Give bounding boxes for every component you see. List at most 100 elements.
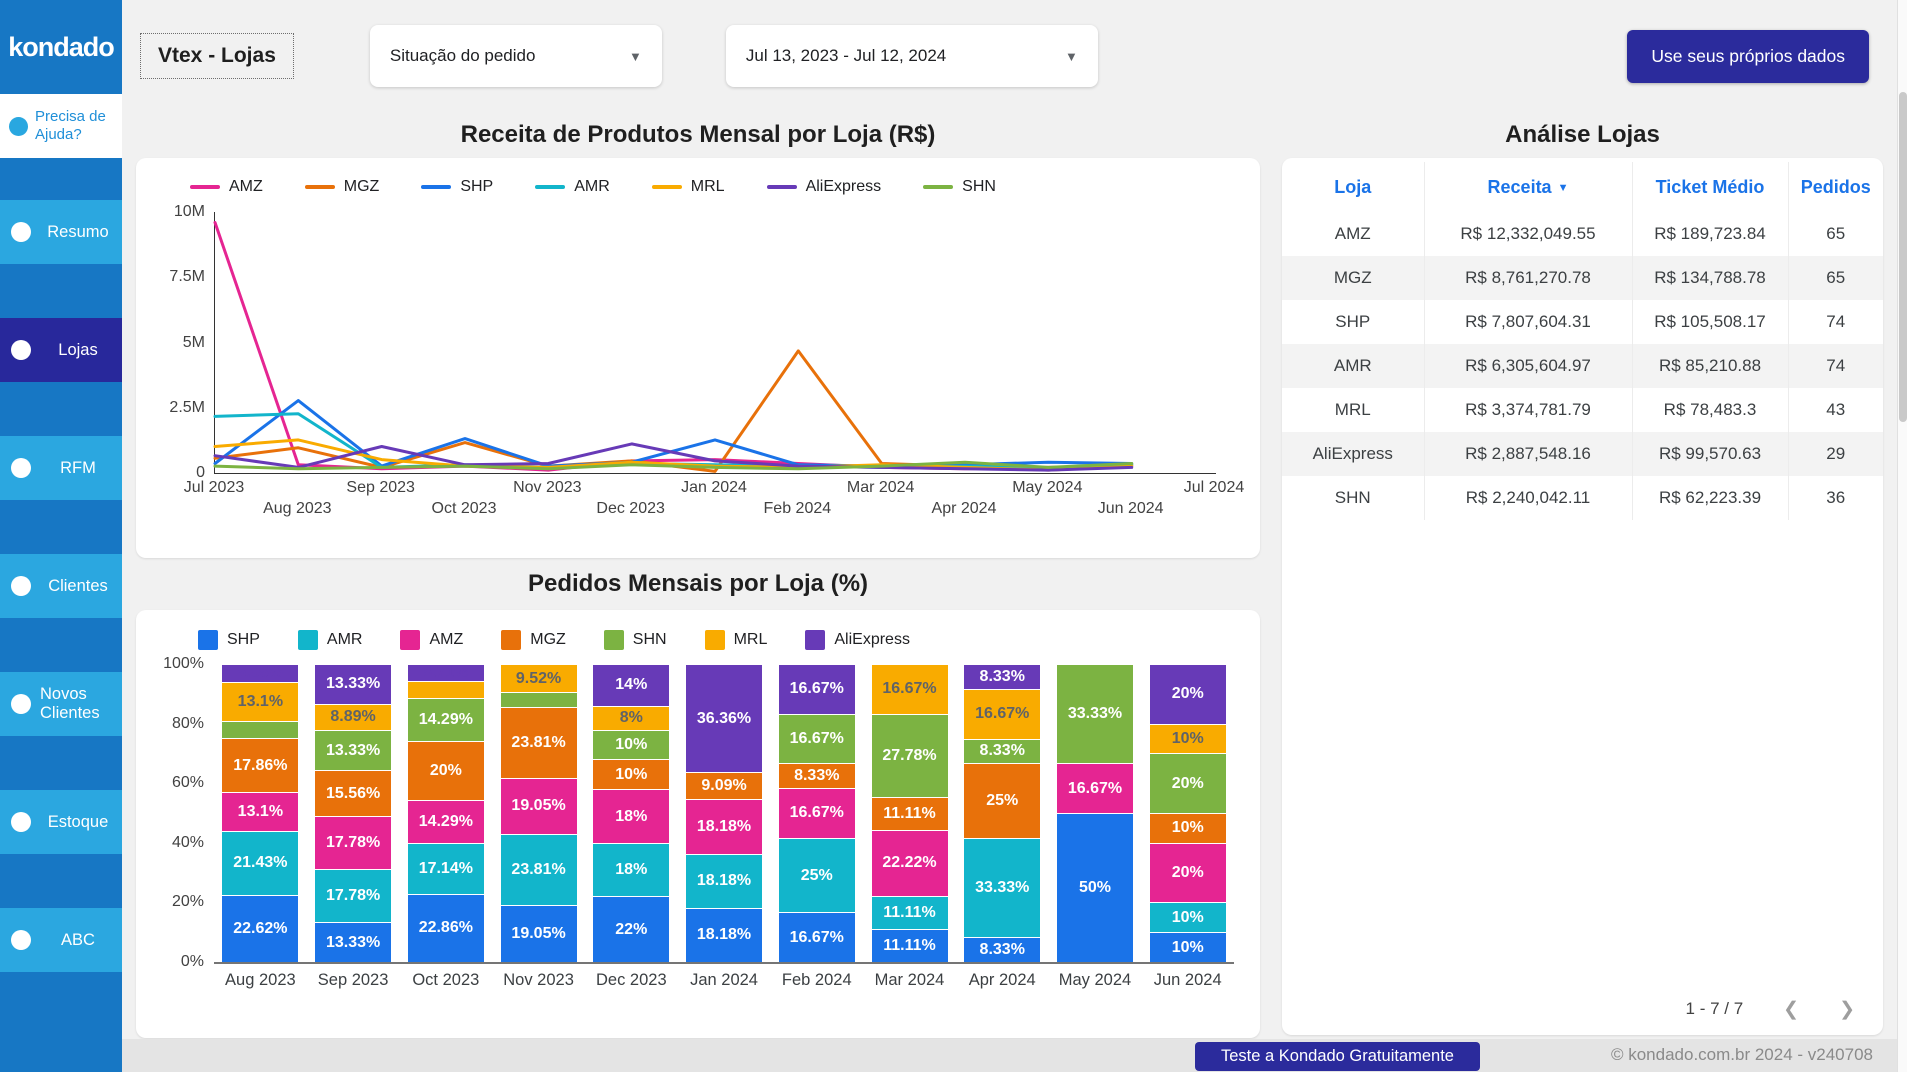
- sidebar-item-abc[interactable]: ABC: [0, 908, 122, 972]
- bar-segment-shp: 22.62%: [222, 894, 299, 962]
- help-link[interactable]: Precisa de Ajuda?: [0, 94, 122, 158]
- legend-swatch-icon: [190, 185, 220, 189]
- table-cell: R$ 3,374,781.79: [1424, 388, 1633, 432]
- stacked-bar[interactable]: 8.33% 33.33% 25% 8.33% 16.67% 8.33%: [964, 664, 1041, 962]
- bar-segment-value-label: 8%: [619, 709, 643, 727]
- legend-swatch-icon: [400, 630, 421, 650]
- y-axis-tick-label: 80%: [171, 714, 204, 732]
- page-scrollbar[interactable]: [1897, 0, 1907, 1072]
- bar-segment-shn: 20%: [1149, 753, 1226, 814]
- scrollbar-thumb[interactable]: [1899, 92, 1907, 422]
- bar-chart-title: Pedidos Mensais por Loja (%): [527, 570, 869, 597]
- date-range-filter-dropdown[interactable]: Jul 13, 2023 - Jul 12, 2024 ▼: [725, 25, 1098, 87]
- table-cell: R$ 105,508.17: [1632, 300, 1789, 344]
- bar-segment-value-label: 20%: [1171, 685, 1204, 703]
- bar-segment-aliexpress: 36.36%: [686, 664, 763, 773]
- table-row-shn: SHN R$ 2,240,042.11 R$ 62,223.39 36: [1282, 476, 1883, 520]
- legend-label: AMZ: [229, 178, 263, 195]
- bar-segment-value-label: 16.67%: [789, 680, 844, 698]
- stacked-bar[interactable]: 13.33% 17.78% 17.78% 15.56% 13.33% 8.89% 13.33…: [315, 664, 392, 962]
- try-kondado-button[interactable]: Teste a Kondado Gratuitamente: [1195, 1042, 1480, 1071]
- sidebar-item-label: Resumo: [47, 222, 109, 241]
- bar-segment-shp: 22.86%: [407, 893, 484, 962]
- stacked-bar[interactable]: 22% 18% 18% 10% 10% 8% 14%: [593, 664, 670, 962]
- legend-item-aliexpress: AliExpress: [805, 630, 910, 650]
- table-cell: R$ 7,807,604.31: [1424, 300, 1633, 344]
- bar-segment-amr: 25%: [778, 837, 855, 913]
- previous-page-icon[interactable]: ❮: [1783, 998, 1800, 1020]
- bar-segment-mgz: 15.56%: [315, 769, 392, 817]
- bar-segment-value-label: 22%: [615, 920, 648, 938]
- column-header-ticket-médio[interactable]: Ticket Médio: [1632, 162, 1789, 212]
- y-axis-tick-label: 5M: [182, 333, 205, 351]
- bar-segment-amr: 11.11%: [871, 895, 948, 929]
- bar-segment-shp: 11.11%: [871, 928, 948, 962]
- legend-item-shn: SHN: [603, 630, 667, 650]
- legend-swatch-icon: [198, 630, 218, 650]
- stacked-bar[interactable]: 19.05% 23.81% 19.05% 23.81% 4.76% 9.52%: [500, 664, 577, 962]
- line-chart-title: Receita de Produtos Mensal por Loja (R$): [460, 121, 936, 148]
- x-axis-tick-label: Dec 2023: [595, 970, 667, 989]
- bar-segment-value-label: 16.67%: [789, 804, 844, 822]
- legend-label: SHP: [460, 178, 494, 195]
- x-axis-tick-label: Sep 2023: [317, 970, 389, 989]
- table-cell: R$ 12,332,049.55: [1424, 212, 1633, 256]
- stacked-bar[interactable]: 18.18% 18.18% 18.18% 9.09% 36.36%: [686, 664, 763, 962]
- bar-segment-amz: 16.67%: [1056, 763, 1133, 813]
- bar-segment-value-label: 11.11%: [883, 804, 936, 822]
- chevron-down-icon: ▼: [629, 48, 642, 64]
- bar-segment-value-label: 25%: [986, 792, 1019, 810]
- x-axis-tick-label: Dec 2023: [596, 500, 665, 517]
- bar-segment-amr: 18%: [593, 842, 670, 897]
- stacked-bar[interactable]: 11.11% 11.11% 22.22% 11.11% 27.78% 16.67%: [871, 664, 948, 962]
- bar-segment-value-label: 20%: [429, 761, 462, 779]
- nav-dot-icon: [11, 222, 31, 242]
- bar-segment-value-label: 18.18%: [696, 818, 752, 836]
- stacked-bar[interactable]: 50% 16.67% 33.33%: [1056, 664, 1133, 962]
- next-page-icon[interactable]: ❯: [1839, 998, 1855, 1020]
- bar-segment-shn: 27.78%: [871, 713, 948, 797]
- legend-item-mrl: MRL: [704, 630, 767, 650]
- legend-item-shp: SHP: [421, 178, 493, 196]
- stacked-bar[interactable]: 10% 10% 20% 10% 20% 10% 20%: [1149, 664, 1226, 962]
- sidebar-item-estoque[interactable]: Estoque: [0, 790, 122, 854]
- use-own-data-button[interactable]: Use seus próprios dados: [1627, 29, 1869, 83]
- bar-segment-mgz: 20%: [407, 740, 484, 801]
- stacked-bar[interactable]: 16.67% 25% 16.67% 8.33% 16.67% 16.67%: [778, 664, 855, 962]
- table-row-aliexpress: AliExpress R$ 2,887,548.16 R$ 99,570.63 29: [1282, 432, 1883, 476]
- y-axis-tick-label: 7.5M: [169, 268, 205, 286]
- x-axis-tick-label: May 2024: [1012, 479, 1083, 496]
- nav-dot-icon: [11, 930, 31, 950]
- sidebar-item-novos-clientes[interactable]: Novos Clientes: [0, 672, 122, 736]
- table-cell: SHN: [1282, 476, 1425, 520]
- sidebar-item-resumo[interactable]: Resumo: [0, 200, 122, 264]
- copyright-text: © kondado.com.br 2024 - v240708: [1610, 1045, 1873, 1064]
- bar-segment-value-label: 5.95%: [237, 721, 284, 739]
- order-status-filter-dropdown[interactable]: Situação do pedido ▼: [369, 25, 662, 87]
- legend-label: MGZ: [343, 178, 380, 195]
- sidebar-item-lojas[interactable]: Lojas: [0, 318, 122, 382]
- bar-column-dec-2023: 22% 18% 18% 10% 10% 8% 14%: [585, 664, 678, 962]
- bar-segment-mrl: 16.67%: [871, 664, 948, 714]
- column-header-pedidos[interactable]: Pedidos: [1800, 176, 1871, 197]
- bar-segment-mrl: 8%: [593, 705, 670, 730]
- stacked-bar[interactable]: 22.86% 17.14% 14.29% 20% 14.29% 5.71% 5.71%: [407, 664, 484, 962]
- x-axis-tick-label: Oct 2023: [412, 970, 480, 989]
- legend-swatch-icon: [704, 630, 725, 650]
- table-cell: R$ 189,723.84: [1632, 212, 1789, 256]
- sidebar-item-label: Lojas: [58, 340, 98, 359]
- table-cell: SHP: [1282, 300, 1425, 344]
- bar-segment-aliexpress: 5.95%: [222, 664, 299, 682]
- column-header-receita[interactable]: Receita ▼: [1424, 162, 1633, 212]
- x-axis-tick-label: Apr 2024: [968, 970, 1036, 989]
- bar-segment-shn: 16.67%: [778, 713, 855, 764]
- x-axis-tick-label: Feb 2024: [763, 500, 832, 517]
- stacked-bar[interactable]: 22.62% 21.43% 13.1% 17.86% 5.95% 13.1% 5.95%: [222, 664, 299, 962]
- sidebar-item-clientes[interactable]: Clientes: [0, 554, 122, 618]
- table-cell: R$ 8,761,270.78: [1424, 256, 1633, 300]
- sidebar-item-rfm[interactable]: RFM: [0, 436, 122, 500]
- y-axis-tick-label: 0%: [180, 953, 204, 970]
- column-header-loja[interactable]: Loja: [1282, 162, 1425, 212]
- legend-label: SHP: [227, 631, 260, 648]
- bar-segment-mrl: 5.71%: [407, 681, 484, 699]
